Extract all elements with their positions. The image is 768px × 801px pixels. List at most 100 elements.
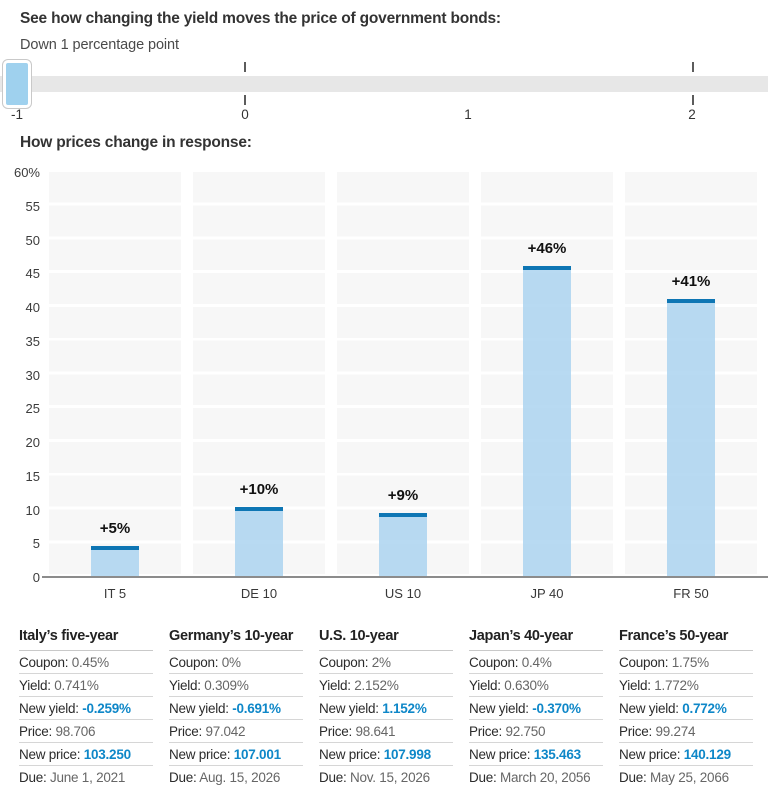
slider-track[interactable]: [0, 76, 768, 92]
bar-chart: 60% 55 50 45 40 35 30 25 20 15 10 5 0 +5% IT 5 +10% DE 1…: [0, 165, 768, 607]
bar-us-10: [379, 512, 427, 577]
stat-label: New price:: [19, 747, 84, 762]
bond-stat-row: Due: May 25, 2066: [619, 766, 753, 789]
bar-de-10: [235, 507, 283, 577]
slider-axis-label: 1: [464, 107, 472, 122]
y-axis-tick-label: 30: [25, 367, 40, 383]
bond-stat-row: Due: Aug. 15, 2026: [169, 766, 303, 789]
stat-label: Price:: [469, 724, 506, 739]
bond-stat-row: Yield: 0.630%: [469, 674, 603, 697]
bar-value-label: +41%: [671, 272, 711, 290]
bond-card: France’s 50-year Coupon: 1.75% Yield: 1.77…: [619, 628, 753, 789]
y-axis-tick-label: 55: [25, 198, 40, 214]
slider-tick: [243, 62, 246, 72]
bond-stat-row: Due: Nov. 15, 2026: [319, 766, 453, 789]
x-axis-category-label: JP 40: [530, 586, 564, 601]
bar-value-label: +10%: [239, 481, 279, 499]
slider-axis-label: 2: [688, 107, 696, 122]
y-axis-tick-label: 45: [25, 266, 40, 282]
bond-card-title: U.S. 10-year: [319, 628, 453, 651]
bond-stat-row: Yield: 0.309%: [169, 674, 303, 697]
bond-card: Germany’s 10-year Coupon: 0% Yield: 0.309%…: [169, 628, 303, 789]
stat-label: Yield:: [319, 678, 355, 693]
bond-stat-row: Coupon: 0%: [169, 651, 303, 674]
bond-stat-row: New yield: 1.152%: [319, 697, 453, 720]
stat-label: New price:: [469, 747, 534, 762]
yield-slider[interactable]: Down 1 percentage point -1 0 1 2: [0, 0, 768, 130]
stat-value: -0.370%: [532, 701, 581, 716]
bond-stat-row: New yield: -0.691%: [169, 697, 303, 720]
chart-heading: How prices change in response:: [20, 134, 252, 151]
stat-value: 1.772%: [654, 678, 699, 693]
bar-value-label: +9%: [387, 486, 419, 504]
stat-value: June 1, 2021: [50, 770, 126, 785]
slider-tick: [243, 95, 246, 105]
bar-jp-40: [523, 265, 571, 577]
stat-value: 0.772%: [682, 701, 727, 716]
stat-label: Coupon:: [19, 655, 72, 670]
chart-column-band: [49, 172, 181, 577]
stat-value: 0.4%: [521, 655, 552, 670]
stat-label: Price:: [319, 724, 356, 739]
bond-card: Italy’s five-year Coupon: 0.45% Yield: 0.7…: [19, 628, 153, 789]
y-axis-tick-label: 40: [25, 300, 40, 315]
x-axis-category-label: FR 50: [673, 586, 709, 601]
bond-stat-row: Price: 98.641: [319, 720, 453, 743]
y-axis-tick-label: 15: [25, 468, 40, 484]
bond-stat-row: Coupon: 1.75%: [619, 651, 753, 674]
y-axis-tick-label: 20: [25, 435, 40, 450]
y-axis-tick-label: 25: [25, 401, 40, 417]
bar-fr-50: [667, 298, 715, 577]
stat-value: 99.274: [655, 724, 696, 739]
slider-axis-label: 0: [241, 107, 249, 122]
stat-label: Coupon:: [169, 655, 222, 670]
bond-stat-row: New price: 140.129: [619, 743, 753, 766]
stat-label: New yield:: [619, 701, 683, 716]
bar-it-5: [91, 545, 139, 577]
bond-card-title: Japan’s 40-year: [469, 628, 603, 651]
stat-value: Aug. 15, 2026: [199, 770, 281, 785]
stat-value: May 25, 2066: [650, 770, 729, 785]
stat-value: 140.129: [683, 747, 731, 762]
bond-stat-row: New price: 107.998: [319, 743, 453, 766]
bond-stat-row: Price: 97.042: [169, 720, 303, 743]
stat-label: Coupon:: [469, 655, 522, 670]
stat-label: Yield:: [169, 678, 205, 693]
y-axis-tick-label: 0: [32, 570, 40, 585]
bar-value-label: +5%: [99, 519, 131, 537]
bond-stat-row: New price: 135.463: [469, 743, 603, 766]
stat-value: 107.001: [233, 747, 281, 762]
bond-card-title: Italy’s five-year: [19, 628, 153, 651]
bond-stat-row: New yield: 0.772%: [619, 697, 753, 720]
bond-stat-row: New yield: -0.370%: [469, 697, 603, 720]
stat-value: -0.259%: [82, 701, 131, 716]
y-axis-tick-label: 10: [25, 502, 40, 518]
stat-label: Due:: [19, 770, 51, 785]
stat-value: 1.152%: [382, 701, 427, 716]
stat-value: 2%: [371, 655, 391, 670]
slider-value-label: Down 1 percentage point: [20, 37, 179, 53]
page-title: See how changing the yield moves the pri…: [20, 10, 501, 27]
stat-label: Due:: [469, 770, 501, 785]
stat-value: 103.250: [83, 747, 131, 762]
slider-tick: [691, 95, 694, 105]
bond-stat-row: Coupon: 0.4%: [469, 651, 603, 674]
x-axis-line: [42, 576, 768, 578]
stat-label: Coupon:: [619, 655, 672, 670]
y-axis-tick-label: 50: [25, 232, 40, 248]
y-axis-tick-label: 60%: [13, 165, 40, 180]
slider-handle[interactable]: [3, 60, 31, 108]
stat-value: 97.042: [205, 724, 246, 739]
x-axis-category-label: US 10: [384, 586, 422, 601]
bond-card: Japan’s 40-year Coupon: 0.4% Yield: 0.630%…: [469, 628, 603, 789]
bond-stat-row: Price: 92.750: [469, 720, 603, 743]
y-axis-tick-label: 5: [32, 536, 40, 552]
stat-label: New yield:: [319, 701, 383, 716]
bond-stat-row: Price: 99.274: [619, 720, 753, 743]
bond-stat-row: Due: June 1, 2021: [19, 766, 153, 789]
bond-stat-row: Due: March 20, 2056: [469, 766, 603, 789]
stat-value: 0.309%: [204, 678, 249, 693]
bond-card: U.S. 10-year Coupon: 2% Yield: 2.152% New y…: [319, 628, 453, 789]
bond-card-title: France’s 50-year: [619, 628, 753, 651]
slider-tick: [691, 62, 694, 72]
